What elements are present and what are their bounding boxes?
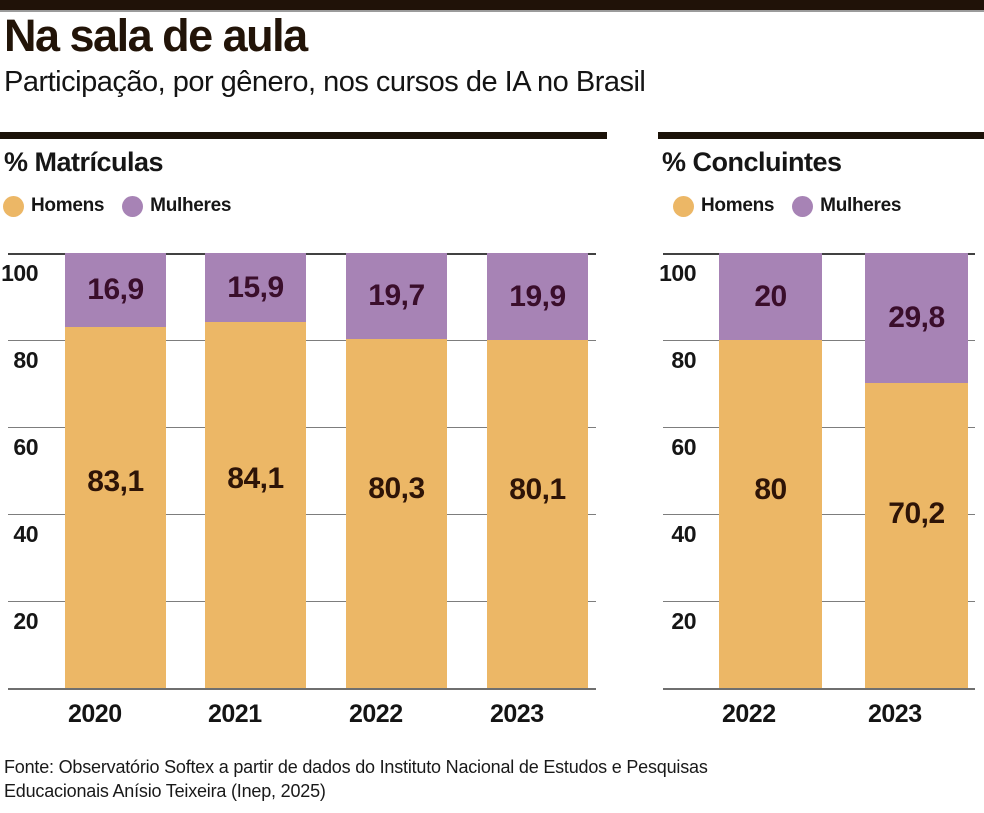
x-axis-baseline [663,688,975,690]
x-axis-year-label: 2023 [868,700,922,728]
y-tick-label: 60 [671,434,696,460]
legend-homens-label: Homens [31,195,105,216]
bar-segment-homens [65,327,166,688]
bar-value-label-homens: 83,1 [87,465,144,498]
x-axis-year-label: 2021 [208,700,262,728]
bar-segment-mulheres [487,253,588,340]
bar-value-label-homens: 80,1 [509,473,566,506]
legend-mulheres-swatch-icon [792,195,814,217]
x-axis-year-label: 2022 [349,700,403,728]
stacked-bar-2020: 16,9 83,1 [65,253,166,688]
bar-segment-mulheres [205,253,306,322]
y-tick-label: 80 [13,347,38,373]
y-tick-label: 80 [671,347,696,373]
y-tick-label: 40 [671,521,696,547]
stacked-bar-2022: 20 80 [719,253,822,688]
stacked-bar-2023: 19,9 80,1 [487,253,588,688]
bar-value-label-mulheres: 19,9 [509,280,566,313]
chart-matriculas: 100 80 60 40 20 16,9 83,1 2020 15,9 84,1 2021 19,7 8… [0,253,618,728]
legend-homens-label: Homens [701,195,775,216]
bar-segment-mulheres [865,253,968,383]
bar-segment-mulheres [346,253,447,339]
x-axis-baseline [8,688,596,690]
y-tick-label: 20 [671,608,696,634]
bar-value-label-mulheres: 19,7 [368,279,425,312]
legend-homens-swatch-icon [3,195,24,217]
panel-concluintes: % Concluintes Homens Mulheres 100 80 60 40 2… [658,125,984,765]
legend-item-homens: Homens [673,195,774,217]
chart-concluintes: 100 80 60 40 20 20 80 2022 29,8 70,2 2023 [658,253,984,728]
legend: Homens Mulheres [673,195,901,217]
x-axis-year-label: 2023 [490,700,544,728]
top-band-divider [0,0,984,12]
stacked-bar-2023: 29,8 70,2 [865,253,968,688]
bar-segment-mulheres [719,253,822,340]
bar-segment-mulheres [65,253,166,327]
y-tick-label: 100 [1,260,38,286]
bar-segment-homens [346,339,447,688]
panel-title-matriculas: % Matrículas [4,147,164,177]
y-tick-label: 60 [13,434,38,460]
y-tick-label: 20 [13,608,38,634]
legend-item-mulheres: Mulheres [122,195,231,217]
bar-segment-homens [865,383,968,688]
legend-mulheres-label: Mulheres [150,195,232,216]
legend-mulheres-label: Mulheres [820,195,902,216]
panel-rule [0,132,607,139]
legend: Homens Mulheres [3,195,231,217]
source-note: Fonte: Observatório Softex a partir de d… [4,756,708,804]
panel-title-concluintes: % Concluintes [662,147,842,177]
bar-value-label-homens: 80 [754,473,787,506]
bar-value-label-homens: 70,2 [888,497,945,530]
stacked-bar-2022: 19,7 80,3 [346,253,447,688]
source-line-2: Educacionais Anísio Teixeira (Inep, 2025… [4,780,326,801]
bar-value-label-homens: 80,3 [368,472,425,505]
y-tick-label: 40 [13,521,38,547]
bar-value-label-mulheres: 16,9 [87,273,144,306]
x-axis-year-label: 2020 [68,700,122,728]
source-line-1: Fonte: Observatório Softex a partir de d… [4,757,708,777]
panel-matriculas: % Matrículas Homens Mulheres 100 80 60 40 20… [0,125,618,765]
page-title: Na sala de aula [4,10,308,61]
bar-value-label-homens: 84,1 [227,462,284,495]
page-subtitle: Participação, por gênero, nos cursos de … [4,66,646,98]
bar-value-label-mulheres: 29,8 [888,301,945,334]
bar-value-label-mulheres: 20 [754,280,787,313]
legend-item-mulheres: Mulheres [792,195,901,217]
panel-rule [658,132,984,139]
legend-homens-swatch-icon [673,195,694,217]
legend-item-homens: Homens [3,195,104,217]
y-tick-label: 100 [659,260,696,286]
stacked-bar-2021: 15,9 84,1 [205,253,306,688]
bar-segment-homens [487,340,588,688]
bar-segment-homens [205,322,306,688]
bar-segment-homens [719,340,822,688]
legend-mulheres-swatch-icon [122,195,144,217]
bar-value-label-mulheres: 15,9 [227,271,284,304]
x-axis-year-label: 2022 [722,700,776,728]
